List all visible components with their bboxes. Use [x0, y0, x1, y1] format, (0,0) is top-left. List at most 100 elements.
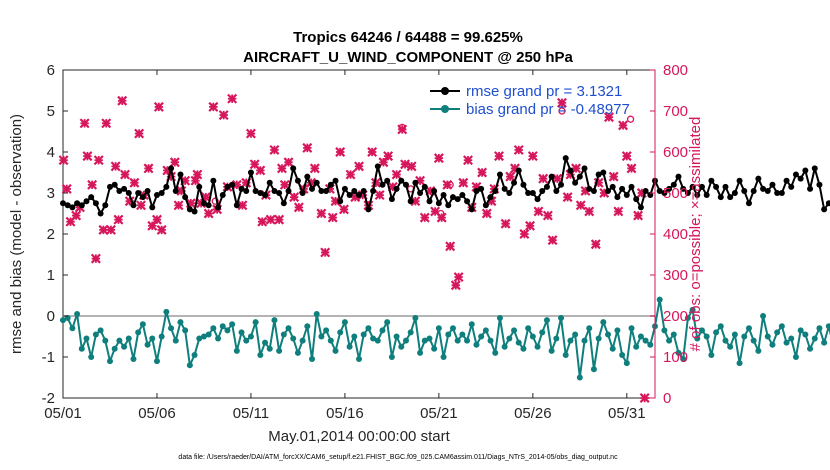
- bias-point: [78, 345, 85, 352]
- rmse-point: [360, 187, 367, 194]
- bias-point: [215, 335, 222, 342]
- bias-point: [384, 319, 391, 326]
- obs-assimilated-marker: [538, 173, 549, 184]
- bias-point: [271, 317, 278, 324]
- obs-assimilated-marker: [556, 97, 567, 108]
- bias-point: [459, 331, 466, 338]
- bias-point: [229, 321, 236, 328]
- y-tick-label-left: 0: [47, 308, 55, 325]
- bias-point: [496, 315, 503, 322]
- rmse-point: [496, 171, 503, 178]
- y-tick-label-left: 2: [47, 226, 55, 243]
- obs-assimilated-marker: [406, 161, 417, 172]
- bias-point: [440, 354, 447, 360]
- obs-assimilated-marker: [367, 147, 378, 157]
- rmse-point: [821, 206, 828, 213]
- bias-point: [703, 333, 710, 340]
- obs-assimilated-marker: [265, 214, 276, 225]
- obs-assimilated-marker: [374, 190, 385, 201]
- rmse-point: [144, 187, 151, 194]
- obs-assimilated-marker: [79, 118, 90, 129]
- bias-point: [525, 325, 532, 332]
- bias-point: [435, 325, 442, 332]
- rmse-point: [92, 200, 99, 207]
- bias-point: [337, 329, 344, 336]
- rmse-point: [769, 181, 776, 188]
- rmse-point: [125, 190, 132, 196]
- rmse-point: [191, 208, 198, 215]
- bias-point: [64, 315, 71, 322]
- obs-assimilated-marker: [302, 142, 313, 153]
- obs-assimilated-marker: [110, 161, 121, 172]
- bias-point: [172, 337, 179, 344]
- bias-point: [276, 347, 283, 354]
- rmse-point: [323, 187, 330, 194]
- legend-marker-bias: [441, 105, 449, 113]
- rmse-point: [454, 196, 461, 203]
- bias-point: [398, 343, 405, 350]
- rmse-point: [529, 190, 536, 196]
- bias-point: [708, 351, 715, 358]
- bias-point: [74, 310, 81, 317]
- rmse-point: [492, 187, 499, 194]
- rmse-point: [576, 173, 583, 180]
- bias-point: [506, 335, 513, 342]
- rmse-point: [543, 183, 550, 190]
- rmse-point: [121, 185, 128, 192]
- bias-point: [731, 331, 738, 338]
- bias-point: [219, 323, 226, 330]
- bias-point: [553, 335, 560, 342]
- obs-assimilated-marker: [255, 165, 266, 176]
- plot-area: [62, 69, 656, 399]
- rmse-point: [196, 183, 203, 190]
- obs-assimilated-marker: [120, 169, 130, 180]
- rmse-point: [698, 183, 705, 190]
- rmse-point: [567, 167, 574, 174]
- bias-point: [816, 325, 823, 332]
- obs-assimilated-marker: [58, 155, 69, 166]
- bias-point: [656, 296, 663, 303]
- obs-assimilated-marker: [335, 147, 346, 157]
- rmse-point: [356, 192, 362, 199]
- bias-point: [745, 325, 752, 332]
- chart-title: Tropics 64246 / 64488 = 99.625%: [293, 29, 523, 46]
- bias-point: [60, 317, 66, 324]
- rmse-point: [379, 181, 386, 188]
- bias-point: [562, 351, 569, 358]
- obs-assimilated-marker: [327, 212, 338, 223]
- rmse-point: [590, 187, 597, 194]
- bias-point: [614, 327, 621, 334]
- obs-assimilated-marker: [500, 218, 511, 229]
- bias-point: [727, 343, 734, 350]
- rmse-point: [703, 192, 710, 199]
- rmse-point: [149, 204, 156, 211]
- rmse-point: [351, 187, 358, 194]
- y-axis-label-left: rmse and bias (model - observation): [8, 114, 25, 354]
- bias-point: [182, 327, 189, 334]
- rmse-point: [731, 190, 738, 196]
- bias-point: [332, 347, 339, 354]
- rmse-point: [393, 185, 400, 192]
- obs-assimilated-marker: [391, 169, 402, 180]
- bias-point: [449, 325, 456, 332]
- rmse-point: [106, 183, 113, 190]
- bias-point: [713, 329, 720, 336]
- bias-point: [130, 356, 137, 363]
- rmse-point: [69, 204, 76, 211]
- y-tick-label-right: 200: [663, 308, 688, 325]
- bias-series-layer: [60, 296, 830, 381]
- bias-point: [97, 327, 104, 334]
- rmse-point: [760, 185, 767, 192]
- bias-point: [647, 341, 654, 348]
- obs-assimilated-marker: [203, 208, 214, 219]
- rmse-point: [605, 187, 612, 194]
- bias-point: [196, 335, 203, 342]
- bias-point: [482, 327, 489, 334]
- rmse-point: [642, 187, 649, 194]
- rmse-point: [595, 171, 602, 178]
- bias-point: [313, 310, 320, 317]
- rmse-point: [675, 173, 682, 180]
- rmse-point: [135, 190, 142, 196]
- rmse-point: [788, 183, 795, 190]
